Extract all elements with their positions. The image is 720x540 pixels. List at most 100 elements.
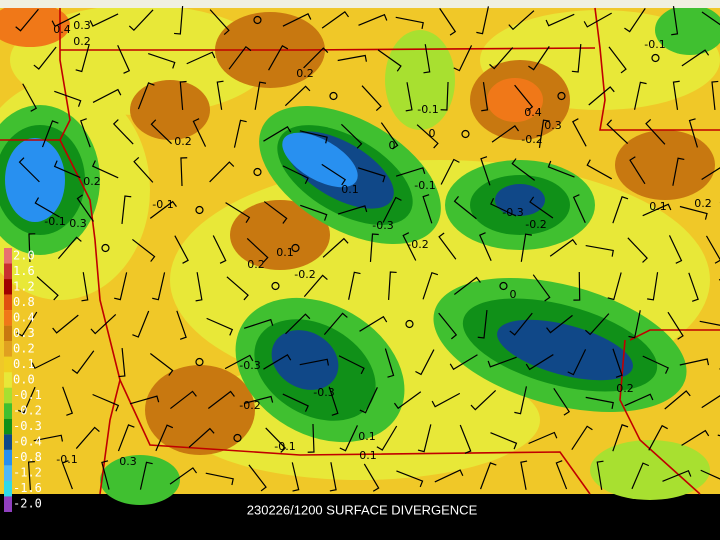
contour-label: -0.1 [44,215,65,228]
wind-barb [348,271,361,300]
contour-label: -0.1 [152,198,173,211]
wind-barb [528,46,550,71]
wind-barb [422,271,439,300]
wind-barb [243,395,274,405]
wind-barb [508,10,535,31]
wind-barb [248,464,267,492]
wind-barb [337,205,368,215]
contour-label: 0 [389,139,396,152]
wind-barb [633,81,647,110]
wind-barb [627,237,648,263]
calm-circle [405,319,414,329]
contour-label: 0 [510,288,517,301]
contour-label: -0.1 [417,103,438,116]
legend-label: -1.2 [13,466,42,480]
wind-barb [571,118,587,147]
legend-label: 1.2 [13,279,35,293]
wind-barb [91,160,119,179]
wind-barb [52,314,79,334]
contour-label: 0.1 [358,430,376,443]
wind-barb [226,276,249,301]
wind-barb [188,427,215,448]
wind-barb [129,395,160,405]
wind-barb [75,44,90,73]
wind-barb [321,10,350,29]
calm-circle [233,433,242,443]
legend-label: 0.3 [13,326,35,340]
wind-barb [612,348,623,378]
wind-barb [139,461,153,490]
wind-barb [209,9,230,36]
wind-barb [479,462,497,490]
wind-barb [525,354,554,371]
contour-labels: 0.4 0.30.20.2-0.1-0.100.40.3-0.20.2 00.2-0… [44,19,711,468]
wind-barb [112,119,134,145]
wind-barb [363,463,380,492]
wind-barb [645,118,666,145]
wind-barb [395,167,426,177]
calm-circle [557,91,566,101]
wind-barb [453,45,473,72]
wind-barb [532,274,551,302]
legend-swatch [4,325,12,342]
wind-barb [207,390,235,409]
wind-barb [209,161,235,183]
legend-swatch [4,434,12,450]
wind-barb [15,8,39,32]
wind-barb [528,431,558,445]
wind-barb [149,200,177,219]
wind-barb [75,426,100,449]
wind-barb [509,312,533,336]
color-legend: 2.0 1.61.2 0.80.4 0.30.2 0.1 0.0-0.1 -0.2-0.3 -… [4,248,42,512]
wind-barb [71,350,95,375]
wind-barb [459,424,472,454]
legend-swatch [4,480,12,497]
wind-barb [152,272,166,301]
legend-label: -0.2 [13,404,42,418]
wind-barb [128,9,154,32]
wind-barb [547,160,575,178]
wind-barb [132,238,156,262]
wind-barb [642,203,672,217]
wind-barb [416,124,439,149]
wind-barb [101,460,110,490]
wind-barb [642,355,669,374]
wind-barb [291,462,300,492]
contour-label: 0.3 [119,455,137,468]
legend-label: -0.1 [13,388,42,402]
wind-barb [585,313,610,336]
wind-barb [22,83,38,112]
wind-barb [33,434,64,442]
wind-barb [27,461,35,491]
wind-barb [647,272,659,301]
wind-barb [92,393,120,412]
contour-label: -0.2 [407,238,428,251]
wind-barb [453,276,481,295]
wind-barb [480,156,491,186]
wind-barb [607,272,622,301]
wind-barb [265,427,287,453]
wind-barb [431,392,461,408]
wind-barb [169,467,198,485]
wind-barb [90,314,117,335]
wind-barb [285,313,311,335]
contour-label: -0.3 [372,219,393,232]
wind-barb [303,47,329,69]
calm-circle [651,53,660,63]
wind-barb [359,387,378,414]
wind-barb [440,158,460,185]
wind-barb [477,310,488,339]
wind-barb [212,235,227,264]
wind-barb [205,472,234,486]
wind-barb [701,11,720,26]
wind-barb [393,391,422,410]
legend-label: -0.8 [13,450,42,464]
contour-label: -0.2 [294,268,315,281]
wind-barb [224,354,254,370]
wind-barb [92,88,122,103]
wind-barb [132,310,150,338]
wind-barb [57,236,82,260]
wind-barb [434,469,464,483]
